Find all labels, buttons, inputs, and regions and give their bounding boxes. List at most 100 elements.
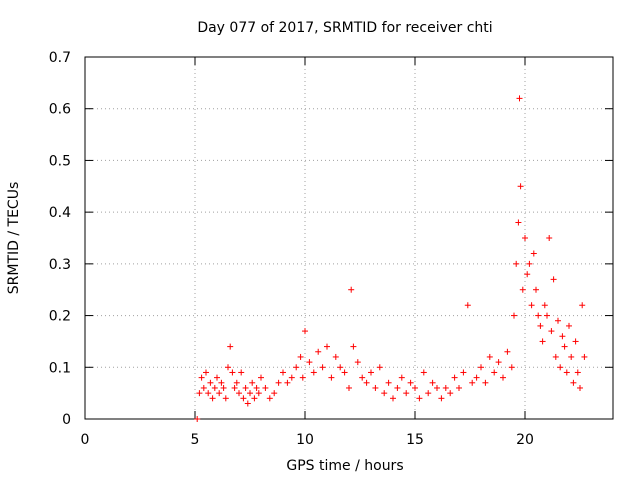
y-tick-label: 0.7: [49, 50, 71, 66]
plot-frame: [84, 56, 614, 420]
data-point: [533, 286, 539, 293]
data-point: [546, 235, 553, 241]
data-point: [508, 364, 515, 371]
data-point: [566, 322, 572, 329]
y-axis-label: SRMTID / TECUs: [6, 182, 22, 295]
data-point: [570, 379, 577, 386]
data-point: [539, 338, 546, 345]
data-point: [442, 384, 449, 391]
data-point: [275, 379, 282, 386]
data-point: [482, 379, 489, 386]
data-point: [416, 395, 423, 402]
data-point: [293, 364, 300, 371]
data-point: [434, 384, 440, 391]
axis-ticks: [84, 56, 613, 420]
data-point: [519, 286, 526, 293]
grid: [85, 57, 613, 419]
data-point: [451, 374, 458, 381]
data-point: [227, 343, 234, 350]
data-point: [561, 343, 568, 350]
data-point: [368, 369, 374, 376]
data-point: [354, 359, 361, 366]
data-point: [526, 260, 533, 267]
data-point: [203, 369, 209, 376]
data-point: [464, 302, 471, 309]
data-point: [220, 384, 227, 391]
data-point: [288, 374, 295, 381]
data-point: [240, 395, 247, 402]
data-point: [262, 384, 269, 391]
data-point: [544, 312, 550, 319]
data-point: [438, 395, 445, 402]
data-point: [332, 353, 339, 360]
data-point: [236, 390, 242, 397]
data-point: [456, 384, 462, 391]
data-point: [233, 379, 240, 386]
data-point: [555, 317, 561, 324]
data-point: [253, 384, 260, 391]
data-point: [478, 364, 484, 371]
data-point: [541, 302, 548, 309]
data-point: [407, 379, 414, 386]
data-point: [420, 369, 427, 376]
x-axis-label: GPS time / hours: [286, 458, 403, 474]
data-point: [524, 271, 531, 278]
data-point: [200, 384, 207, 391]
data-point: [572, 338, 579, 345]
data-point: [319, 364, 326, 371]
data-point: [222, 395, 229, 402]
y-tick-label: 0.5: [49, 153, 71, 169]
y-tick-label: 0.4: [49, 205, 71, 221]
data-point: [218, 379, 225, 386]
data-point: [500, 374, 506, 381]
x-tick-label: 5: [191, 432, 200, 448]
data-point: [302, 328, 308, 335]
data-point: [266, 395, 273, 402]
data-point: [244, 400, 251, 407]
data-point: [225, 364, 231, 371]
data-point: [403, 390, 410, 397]
data-point: [324, 343, 330, 350]
data-point: [229, 369, 236, 376]
data-point: [247, 390, 253, 397]
data-point: [372, 384, 379, 391]
data-point: [216, 390, 223, 397]
data-point: [194, 416, 201, 422]
x-tick-label: 20: [516, 432, 534, 448]
data-point: [577, 384, 583, 391]
data-point: [350, 343, 357, 350]
data-point: [552, 353, 559, 360]
data-point: [528, 302, 535, 309]
data-point: [211, 384, 218, 391]
data-point: [429, 379, 436, 386]
data-point: [249, 379, 256, 386]
y-tick-label: 0.3: [49, 257, 71, 273]
chart-title: Day 077 of 2017, SRMTID for receiver cht…: [197, 20, 492, 36]
data-point: [548, 328, 555, 335]
data-point: [412, 384, 418, 391]
data-point: [491, 369, 498, 376]
data-point: [530, 250, 537, 257]
data-point: [447, 390, 454, 397]
data-point: [495, 359, 502, 366]
x-tick-label: 15: [406, 432, 424, 448]
data-point: [328, 374, 335, 381]
data-point: [550, 276, 557, 283]
data-point: [517, 183, 524, 190]
data-point: [486, 353, 493, 360]
data-point: [511, 312, 517, 319]
data-point: [363, 379, 370, 386]
data-point: [568, 353, 575, 360]
data-point: [390, 395, 396, 402]
data-point: [207, 379, 214, 386]
data-point: [522, 235, 528, 241]
data-point: [513, 260, 520, 267]
data-point: [563, 369, 570, 376]
axis-tick-labels: 0 0.1 0.2 0.3 0.4 0.5 0.6 0.7 0 5 10 15 20: [49, 50, 534, 448]
data-point: [209, 395, 216, 402]
data-point: [284, 379, 291, 386]
data-point: [425, 390, 432, 397]
data-point: [537, 322, 544, 329]
data-point: [346, 384, 352, 391]
